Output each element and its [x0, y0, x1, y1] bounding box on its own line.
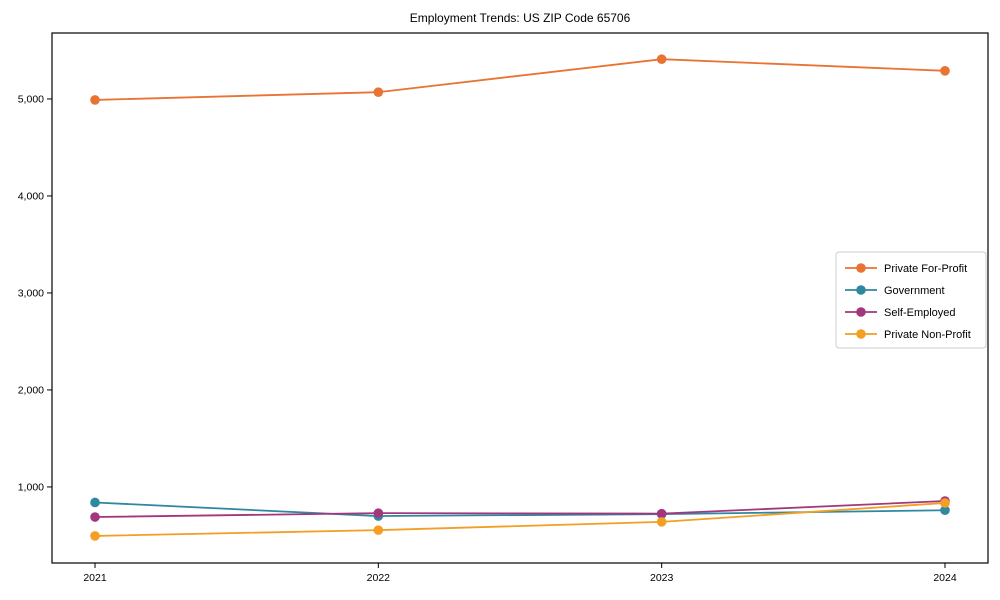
- legend-label-private-for-profit: Private For-Profit: [884, 263, 967, 275]
- legend-item-self-employed: Self-Employed: [845, 307, 956, 319]
- x-tick-label: 2021: [83, 572, 107, 584]
- data-point-self-employed-2023: [656, 508, 667, 519]
- x-tick-label: 2022: [367, 572, 391, 584]
- data-point-self-employed-2022: [373, 508, 384, 518]
- legend-label-government: Government: [884, 285, 945, 297]
- y-tick-label: 5,000: [18, 93, 44, 105]
- legend-label-self-employed: Self-Employed: [884, 307, 956, 319]
- data-point-government-2021: [90, 497, 100, 508]
- data-point-private-for-profit-2022: [373, 87, 384, 97]
- data-point-self-employed-2021: [90, 512, 100, 522]
- legend-label-private-non-profit: Private Non-Profit: [884, 329, 971, 341]
- data-point-private-non-profit-2022: [373, 525, 384, 535]
- y-tick-label: 3,000: [18, 287, 44, 299]
- legend-item-private-for-profit: Private For-Profit: [845, 263, 967, 275]
- series-line-private-for-profit: [94, 58, 946, 101]
- series-self-employed: [90, 496, 950, 522]
- legend-marker-dot-private-for-profit: [856, 263, 866, 273]
- data-point-private-non-profit-2023: [656, 517, 667, 527]
- data-point-private-for-profit-2021: [90, 95, 100, 105]
- legend-item-government: Government: [845, 285, 945, 297]
- data-point-private-non-profit-2021: [90, 531, 100, 541]
- legend: Private For-Profit Government Self-Employe…: [835, 251, 987, 349]
- data-point-government-2024: [940, 505, 950, 516]
- chart-title: Employment Trends: US ZIP Code 65706: [410, 11, 631, 25]
- series-private-for-profit: [90, 54, 950, 105]
- legend-marker-dot-private-non-profit: [856, 329, 866, 339]
- data-point-private-for-profit-2023: [656, 54, 667, 64]
- series-line-private-non-profit: [94, 502, 946, 537]
- data-point-private-non-profit-2024: [940, 498, 950, 508]
- legend-marker-dot-self-employed: [856, 307, 866, 317]
- y-tick-label: 2,000: [18, 384, 44, 396]
- legend-item-private-non-profit: Private Non-Profit: [845, 329, 971, 341]
- legend-box: [835, 251, 987, 349]
- series-government: [90, 497, 950, 521]
- x-tick-label: 2023: [650, 572, 674, 584]
- x-tick-label: 2024: [933, 572, 957, 584]
- series-line-self-employed: [94, 500, 946, 518]
- series-private-non-profit: [90, 498, 950, 541]
- legend-marker-dot-government: [856, 285, 866, 295]
- y-tick-label: 1,000: [18, 481, 44, 493]
- data-point-private-for-profit-2024: [940, 66, 950, 76]
- plot-frame: [51, 32, 989, 564]
- y-tick-label: 4,000: [18, 190, 44, 202]
